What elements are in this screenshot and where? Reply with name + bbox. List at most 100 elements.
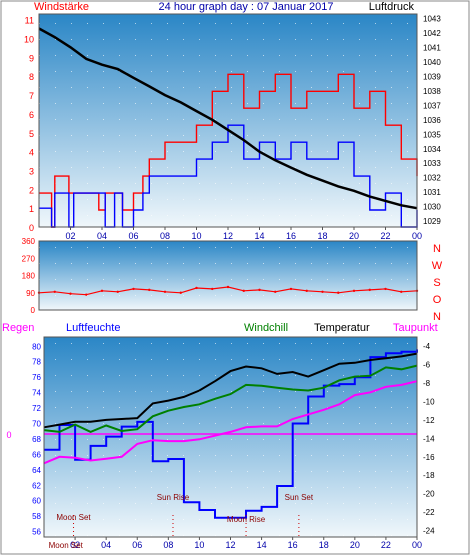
- hour-tick-label: 20: [349, 231, 359, 241]
- pressure-axis-title: Luftdruck: [369, 1, 415, 13]
- wind-tick-label: 9: [29, 53, 34, 63]
- humidity-tick-label: 64: [32, 466, 41, 475]
- wind-axis-title: Windstärke: [34, 1, 89, 13]
- temperature-tick-label: -20: [423, 490, 435, 499]
- hour-tick-label: 16: [288, 540, 298, 550]
- series-line-temperatur: [43, 352, 418, 429]
- pressure-tick-label: 1039: [423, 72, 441, 81]
- hour-tick-label: 14: [254, 231, 264, 241]
- wind-direction-point: [179, 291, 182, 294]
- temperature-tick-label: -10: [423, 398, 435, 407]
- series-line-windchill: [43, 364, 418, 433]
- pressure-tick-label: 1036: [423, 116, 441, 125]
- pressure-tick-label: 1037: [423, 101, 441, 110]
- temperature-tick-label: -18: [423, 471, 435, 480]
- wind-tick-label: 10: [24, 35, 34, 45]
- wind-direction-frame: [38, 240, 418, 311]
- series-line-luftdruck: [38, 27, 418, 210]
- wind-direction-point: [321, 290, 324, 293]
- wind-direction-point: [368, 288, 371, 292]
- wind-pressure-series: [38, 27, 418, 228]
- luftfeuchte-legend: Luftfeuchte: [66, 322, 120, 334]
- compass-label: N: [433, 243, 441, 255]
- direction-degree-label: 90: [26, 289, 35, 298]
- temperature-tick-label: -24: [423, 527, 435, 536]
- wind-direction-point: [132, 287, 135, 291]
- humidity-tick-label: 70: [32, 419, 41, 428]
- hour-tick-label: 22: [380, 231, 390, 241]
- hour-tick-label: 12: [223, 231, 233, 241]
- humidity-tick-label: 80: [32, 342, 41, 351]
- wind-direction-point: [69, 292, 72, 295]
- hour-tick-label: 10: [191, 231, 201, 241]
- series-line-taupunkt: [43, 380, 418, 465]
- wind-tick-label: 7: [29, 91, 34, 101]
- humidity-tick-label: 58: [32, 512, 41, 521]
- direction-degree-label: 270: [22, 254, 36, 263]
- direction-degree-label: 180: [22, 272, 36, 281]
- hour-tick-label: 12: [225, 540, 235, 550]
- wind-tick-label: 11: [25, 16, 34, 26]
- temperature-tick-label: -6: [423, 361, 431, 370]
- pressure-tick-label: 1032: [423, 174, 441, 183]
- wind-tick-label: 5: [29, 129, 34, 139]
- wind-direction-point: [258, 288, 261, 292]
- humidity-tick-label: 76: [32, 373, 41, 382]
- pressure-tick-label: 1041: [423, 43, 441, 52]
- wind-tick-label: 0: [29, 223, 34, 233]
- wind-direction-point: [211, 287, 214, 291]
- humidity-axis-ticks: 56 58 60 62 64 66 68 70 72 74 76 78 80 0: [6, 342, 41, 536]
- wind-tick-label: 8: [29, 72, 34, 82]
- wind-axis-ticks: 0 1 2 3 4 5 6 7 8 9 10 11: [24, 16, 34, 233]
- wind-direction-point: [242, 289, 245, 293]
- event-label: Moon Set: [56, 513, 91, 522]
- wind-direction-series: [37, 285, 419, 296]
- moon-set-bottom-label: Moon Set: [49, 541, 84, 550]
- pressure-tick-label: 1030: [423, 203, 441, 212]
- pressure-tick-label: 1040: [423, 58, 441, 67]
- pressure-tick-label: 1031: [423, 188, 441, 197]
- hour-tick-label: 10: [194, 540, 204, 550]
- hour-tick-label: 14: [257, 540, 267, 550]
- humidity-tick-label: 66: [32, 450, 41, 459]
- wind-direction-point: [384, 287, 387, 291]
- wind-tick-label: 1: [29, 204, 34, 214]
- hour-tick-label: 16: [286, 231, 296, 241]
- direction-degree-label: 0: [31, 306, 36, 315]
- compass-label: S: [433, 277, 440, 289]
- hour-tick-label: 00: [412, 231, 422, 241]
- hour-tick-label: 08: [160, 231, 170, 241]
- regen-legend: Regen: [2, 322, 34, 334]
- pressure-axis-ticks: 1029 1030 1031 1032 1033 1034 1035 1036 1037 1038…: [423, 14, 441, 226]
- temperature-humidity-series: [43, 349, 418, 519]
- event-label: Sun Set: [285, 493, 314, 502]
- hour-axis-ticks-lower: 02 04 06 08 10 12 14 16 18 20 22 00: [70, 537, 422, 550]
- temperature-tick-label: -14: [423, 434, 435, 443]
- hour-tick-label: 06: [132, 540, 142, 550]
- pressure-tick-label: 1042: [423, 29, 441, 38]
- humidity-tick-label: 56: [32, 528, 41, 537]
- wind-direction-point: [163, 290, 167, 293]
- pressure-tick-label: 1043: [423, 14, 441, 23]
- wind-pressure-grid: [39, 14, 417, 227]
- temperature-axis-ticks: -24 -22 -20 -18 -16 -14 -12 -10 -8 -6 -4: [423, 342, 435, 535]
- wind-direction-point: [337, 291, 340, 294]
- humidity-tick-label: 72: [32, 404, 41, 413]
- wind-direction-point: [226, 285, 230, 289]
- temperature-humidity-chart: 56 58 60 62 64 66 68 70 72 74 76 78 80 0 -24 -22 -20 -18…: [2, 322, 438, 550]
- hour-tick-label: 04: [101, 540, 111, 550]
- direction-degree-ticks: 360 270 180 90 0: [22, 237, 36, 315]
- temperature-grid: [44, 337, 417, 537]
- wind-direction-point: [53, 290, 56, 293]
- wind-tick-label: 2: [29, 185, 34, 195]
- wind-tick-label: 6: [29, 110, 34, 120]
- humidity-tick-label: 68: [32, 435, 41, 444]
- pressure-tick-label: 1033: [423, 159, 441, 168]
- hour-tick-label: 18: [319, 540, 329, 550]
- wind-tick-label: 4: [29, 148, 34, 158]
